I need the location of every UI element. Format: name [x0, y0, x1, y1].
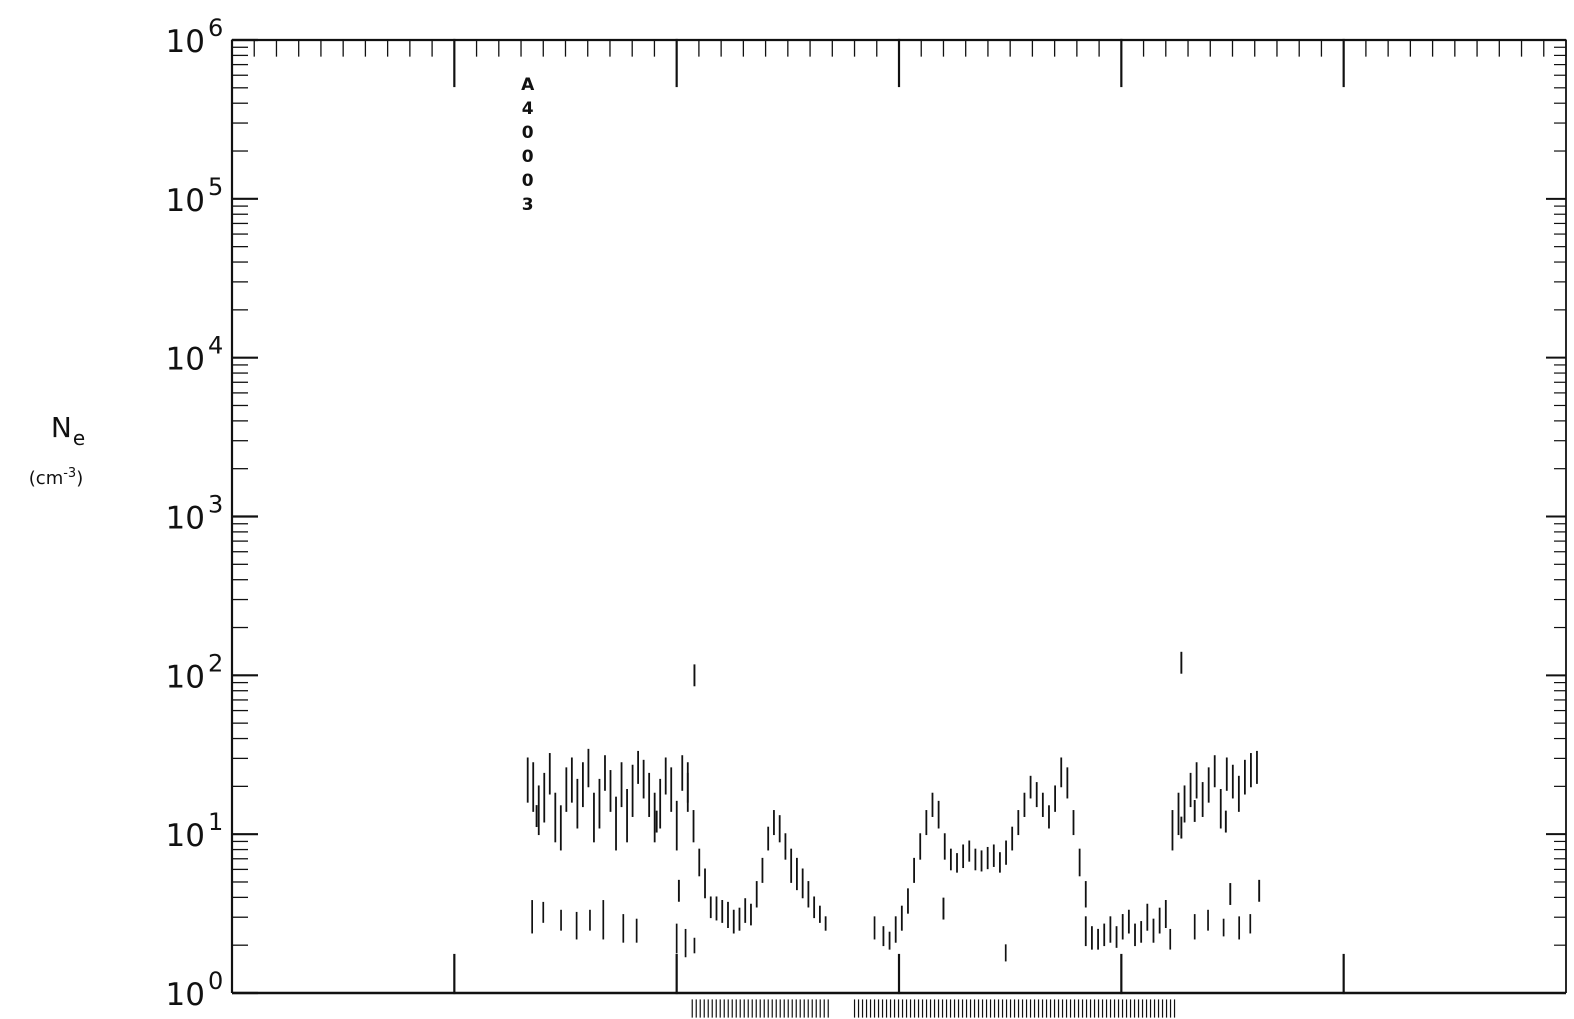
- annotation-character: 3: [522, 195, 534, 215]
- y-tick-exponent: 6: [208, 14, 223, 42]
- y-axis-units-exponent: -3: [63, 466, 77, 481]
- y-tick-exponent: 3: [208, 491, 223, 519]
- y-tick-exponent: 4: [208, 332, 223, 360]
- y-tick-label: 10: [166, 977, 205, 1013]
- annotation-character: 0: [522, 123, 534, 143]
- y-axis-label-subscript: e: [72, 426, 86, 450]
- data-marks: [526, 651, 1261, 962]
- y-axis-units: (cm-3): [0, 466, 112, 490]
- annotation-character: 0: [522, 171, 534, 191]
- y-tick-label: 10: [166, 501, 205, 537]
- y-tick-exponent: 2: [208, 649, 223, 677]
- y-axis-ticks: [232, 38, 1566, 995]
- y-axis-label: Ne: [28, 411, 108, 451]
- y-tick-label: 10: [166, 659, 205, 695]
- x-axis-ticks: [231, 38, 1567, 995]
- plot-frame: [230, 38, 1567, 995]
- y-axis-units-text: cm: [35, 468, 64, 489]
- y-tick-label: 10: [166, 818, 205, 854]
- y-tick-exponent: 1: [208, 808, 223, 836]
- annotation-character: A: [521, 75, 535, 95]
- y-tick-exponent: 0: [208, 967, 223, 995]
- y-axis-units-suffix: ): [76, 468, 84, 489]
- y-axis-label-main: N: [50, 411, 72, 444]
- y-tick-label: 10: [166, 342, 205, 378]
- annotation-character: 0: [522, 147, 534, 167]
- annotation-character: 4: [522, 99, 534, 119]
- y-tick-label: 10: [166, 24, 205, 60]
- y-tick-exponent: 5: [208, 173, 223, 201]
- bottom-marks: [691, 999, 1176, 1018]
- y-axis-units-prefix: (: [28, 468, 36, 489]
- y-tick-label: 10: [166, 183, 205, 219]
